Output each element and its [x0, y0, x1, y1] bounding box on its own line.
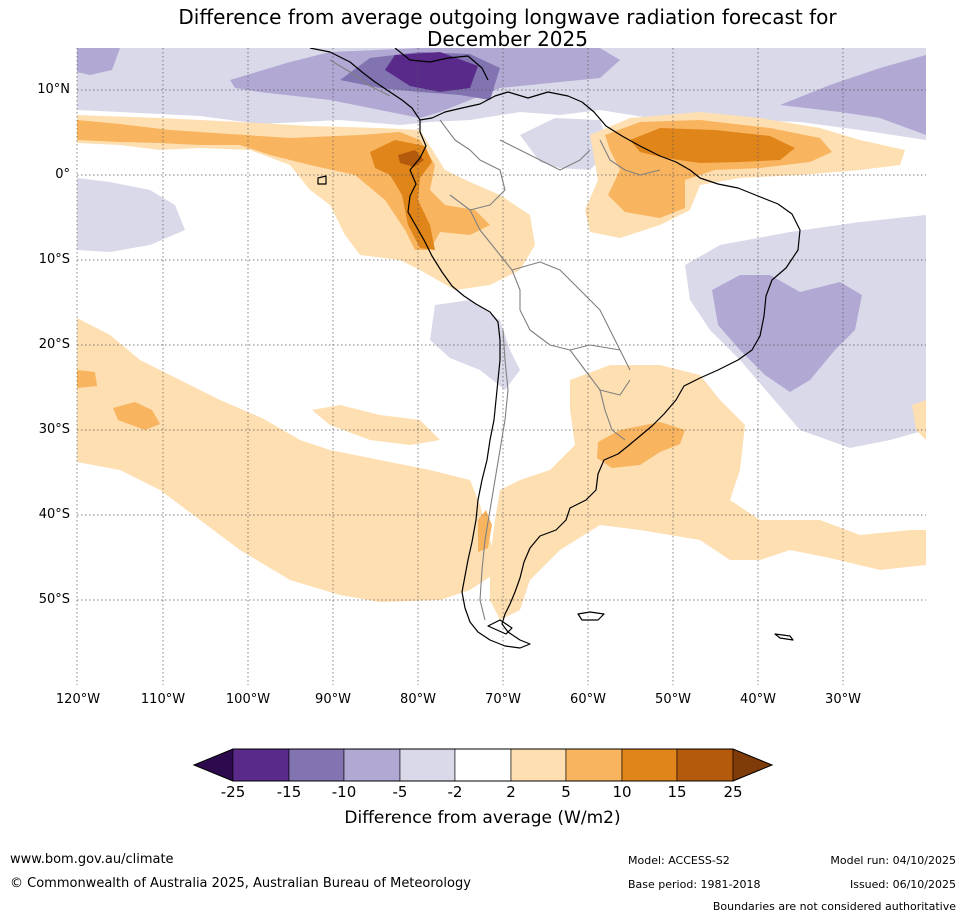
colorbar-segment-2	[288, 748, 345, 782]
colorbar-segment-7	[565, 748, 623, 782]
lon-label-70w: 70°W	[485, 692, 521, 707]
pos-region-pacific-island	[312, 405, 440, 445]
colorbar-outline	[192, 748, 774, 782]
model-run-text: Model run: 04/10/2025	[830, 854, 956, 867]
lon-label-100w: 100°W	[225, 692, 271, 707]
colorbar-segment-3	[343, 748, 401, 782]
lon-label-30w: 30°W	[825, 692, 861, 707]
colorbar-tick-5: 2	[506, 783, 516, 801]
colorbar-tick-0: -25	[220, 783, 246, 801]
boundaries-disclaimer: Boundaries are not considered authoritat…	[712, 900, 956, 913]
coastline-tierra-del-fuego	[487, 619, 513, 635]
colorbar-tick-9: 25	[723, 783, 743, 801]
lon-label-110w: 110°W	[140, 692, 186, 707]
lon-label-80w: 80°W	[400, 692, 436, 707]
neg-region-amazon	[520, 118, 610, 170]
colorbar-tick-6: 5	[561, 783, 571, 801]
neg-region-east-pacific	[77, 178, 185, 252]
colorbar-tick-8: 15	[667, 783, 687, 801]
country-borders	[329, 59, 661, 621]
coastline-galapagos	[317, 175, 327, 185]
base-period-text: Base period: 1981-2018	[628, 878, 761, 891]
colorbar-segment-1	[232, 748, 290, 782]
border-guyanas	[599, 139, 661, 176]
pos-region-south-pacific-mid	[113, 402, 160, 430]
neg-region-northwest	[77, 48, 120, 75]
pos-region-uruguay-mid	[597, 422, 685, 468]
lat-label-50s: 50°S	[38, 592, 70, 607]
lat-label-40s: 40°S	[38, 507, 70, 522]
pos-region-amazon-north-strong	[630, 128, 795, 163]
colorbar-segment-0	[193, 748, 234, 782]
lon-label-50w: 50°W	[655, 692, 691, 707]
lat-label-10n: 10°N	[37, 82, 70, 97]
border-argentina-chile	[479, 329, 509, 621]
coastline-falklands	[577, 611, 605, 621]
colorbar-segment-4	[399, 748, 456, 782]
colorbar-tick-3: -5	[392, 783, 408, 801]
copyright-text: © Commonwealth of Australia 2025, Austra…	[10, 876, 471, 891]
border-argentina-east	[599, 389, 626, 441]
lon-label-60w: 60°W	[570, 692, 606, 707]
border-colombia	[439, 119, 506, 211]
coastline-south-america	[407, 91, 801, 649]
title-line-2: December 2025	[427, 27, 588, 51]
coastline-south-georgia	[774, 633, 794, 641]
neg-region-northeast	[780, 55, 926, 135]
coastlines	[309, 48, 801, 649]
lat-label-10s: 10°S	[38, 252, 70, 267]
colorbar-label: Difference from average (W/m2)	[344, 808, 621, 828]
neg-region-caribbean-core	[385, 52, 478, 92]
colorbar-segment-6	[510, 748, 567, 782]
coastline-caribbean-north	[394, 48, 489, 81]
lon-label-90w: 90°W	[315, 692, 351, 707]
lon-label-120w: 120°W	[55, 692, 101, 707]
colorbar-tick-1: -15	[276, 783, 302, 801]
neg-region-atlantic-south-mid	[712, 275, 862, 392]
colorbar-segment-8	[621, 748, 678, 782]
colorbar-tick-2: -10	[331, 783, 357, 801]
lat-label-30s: 30°S	[38, 422, 70, 437]
pos-region-south-pacific	[77, 318, 500, 602]
colorbar-tick-7: 10	[612, 783, 632, 801]
border-central-america	[329, 59, 391, 97]
website-link[interactable]: www.bom.gov.au/climate	[10, 852, 174, 867]
lat-label-20s: 20°S	[38, 337, 70, 352]
border-venezuela	[499, 139, 591, 171]
border-brazil-west	[511, 261, 621, 351]
lon-label-40w: 40°W	[740, 692, 776, 707]
lat-label-0: 0°	[55, 167, 70, 182]
colorbar-tick-4: -2	[447, 783, 463, 801]
colorbar-segment-9	[676, 748, 734, 782]
pos-region-colombia-core	[398, 150, 424, 167]
pos-region-south-pacific-west	[77, 370, 97, 388]
coastline-central-america	[309, 48, 421, 121]
model-text: Model: ACCESS-S2	[628, 854, 730, 867]
border-peru	[469, 209, 521, 310]
issued-text: Issued: 06/10/2025	[849, 878, 956, 891]
pos-region-colombia-strong	[370, 140, 435, 250]
pos-region-south-atlantic	[490, 365, 926, 620]
colorbar-segment-5	[454, 748, 512, 782]
title-line-1: Difference from average outgoing longwav…	[178, 5, 837, 29]
colorbar-segment-10	[732, 748, 773, 782]
gridlines	[76, 48, 926, 685]
